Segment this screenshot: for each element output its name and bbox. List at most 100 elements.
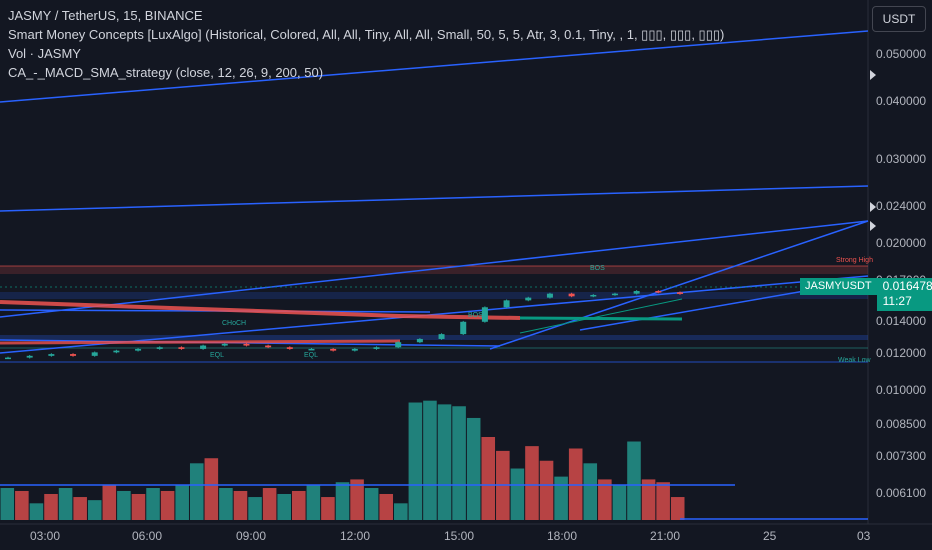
scale-marker-2[interactable] [870, 202, 876, 212]
trendline-0 [0, 30, 869, 103]
volume-bar-13 [189, 463, 204, 520]
price-label-8: 0.010000 [876, 383, 927, 397]
volume-bar-38 [554, 476, 568, 520]
candle-body-5 [113, 350, 120, 353]
price-label-2: 0.030000 [876, 152, 927, 166]
candle-body-22 [481, 307, 488, 322]
eql-label-2: EQL [304, 352, 319, 359]
indicator-macd-label[interactable]: CA_-_MACD_SMA_strategy (close, 12, 26, 9… [8, 65, 324, 80]
trendline-6 [489, 220, 869, 350]
time-label-0: 03:00 [30, 529, 61, 543]
sma-band-green [519, 316, 683, 321]
volume-bar-36 [525, 446, 539, 520]
volume-bar-21 [306, 485, 321, 520]
candle-body-23 [503, 300, 510, 308]
volume-bar-15 [219, 488, 233, 520]
candle-body-8 [178, 347, 185, 349]
volume-bar-40 [583, 463, 598, 520]
candle-body-21 [460, 321, 467, 335]
volume-bar-8 [117, 490, 131, 520]
candle-body-15 [330, 348, 337, 351]
strong-high-label: Strong High [836, 257, 873, 264]
volume-bar-41 [598, 479, 612, 520]
trendline-3 [0, 275, 869, 354]
candle-body-31 [677, 292, 683, 294]
volume-bar-12 [175, 485, 189, 520]
volume-bar-2 [29, 503, 44, 520]
candle-body-13 [286, 347, 293, 349]
price-label-9: 0.008500 [876, 417, 927, 431]
price-label-6: 0.014000 [876, 314, 927, 328]
bos-label-2: BOS [590, 265, 605, 272]
time-label-1: 06:00 [132, 529, 163, 543]
trendline-1 [0, 185, 869, 212]
candle-body-6 [135, 348, 142, 351]
price-tag-symbol: JASMYUSDT [800, 278, 877, 295]
sma-band-red-low [0, 339, 401, 345]
candle-body-0 [5, 357, 11, 360]
volume-bar-23 [335, 482, 350, 520]
indicator-vol-label[interactable]: Vol · JASMY [8, 46, 81, 61]
candle-body-25 [546, 293, 553, 298]
volume-bar-42 [612, 485, 627, 520]
volume-bar-11 [160, 490, 175, 520]
time-label-8: 03 [857, 529, 871, 543]
indicator-smc-label[interactable]: Smart Money Concepts [LuxAlgo] (Historic… [8, 27, 725, 42]
candle-body-11 [243, 343, 250, 346]
volume-bar-28 [408, 402, 423, 520]
price-label-0: 0.050000 [876, 47, 927, 61]
symbol-title[interactable]: JASMY / TetherUS, 15, BINANCE [8, 8, 203, 23]
time-label-4: 15:00 [444, 529, 475, 543]
price-label-10: 0.007300 [876, 449, 927, 463]
volume-bar-25 [364, 488, 379, 520]
volume-bar-9 [131, 493, 146, 520]
price-tag-box: 0.016478 11:27 [876, 278, 932, 311]
candle-body-12 [265, 345, 272, 348]
volume-bar-27 [394, 503, 408, 520]
volume-bar-39 [568, 448, 583, 520]
volume-bar-33 [481, 436, 496, 520]
candle-body-29 [633, 291, 640, 294]
volume-bar-10 [146, 488, 160, 520]
scale-marker-1[interactable] [870, 70, 876, 80]
bos-label-1: BOS [468, 312, 483, 319]
candle-body-24 [525, 297, 532, 301]
candle-body-16 [351, 348, 358, 351]
current-price-tag: JASMYUSDT 0.016478 11:27 [800, 278, 932, 311]
volume-bar-7 [102, 485, 117, 520]
chart-legend: JASMY / TetherUS, 15, BINANCE Smart Mone… [8, 6, 724, 82]
volume-bar-19 [277, 493, 291, 520]
volume-bar-4 [58, 488, 73, 520]
time-label-6: 21:00 [650, 529, 681, 543]
volume-bar-6 [87, 500, 102, 520]
candle-body-4 [91, 352, 98, 356]
volume-bar-16 [233, 490, 248, 520]
volume-bar-5 [73, 497, 87, 520]
volume-bar-29 [423, 400, 437, 520]
candle-body-26 [568, 293, 575, 297]
equilibrium-zone [0, 335, 868, 340]
premium-zone [0, 266, 868, 274]
candle-body-10 [221, 343, 228, 346]
volume-bar-30 [437, 404, 452, 520]
candle-body-18 [395, 342, 402, 348]
volume-bar-31 [452, 406, 466, 520]
price-label-4: 0.020000 [876, 236, 927, 250]
price-label-7: 0.012000 [876, 346, 927, 360]
scale-marker-3[interactable] [870, 221, 876, 231]
candle-body-27 [590, 294, 597, 297]
volume-bar-1 [15, 490, 29, 520]
volume-bar-20 [291, 490, 306, 520]
eql-label-1: EQL [210, 352, 225, 359]
candle-body-7 [156, 347, 163, 349]
signal-line-green [519, 298, 683, 334]
trendline-2 [0, 220, 869, 318]
candle-body-20 [438, 334, 445, 339]
choch-label: CHoCH [222, 320, 247, 327]
volume-bar-24 [350, 479, 364, 520]
volume-bar-32 [466, 417, 481, 520]
volume-bar-44 [641, 479, 656, 520]
currency-button[interactable]: USDT [872, 6, 926, 32]
time-label-5: 18:00 [547, 529, 578, 543]
